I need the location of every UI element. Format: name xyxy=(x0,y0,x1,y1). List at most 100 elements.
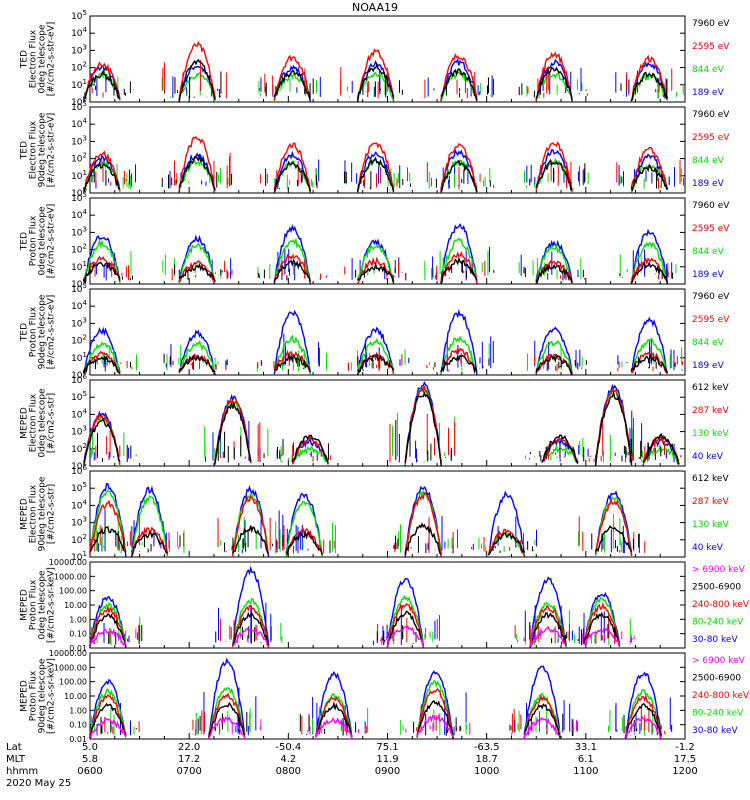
series-4 xyxy=(83,154,682,193)
legend-entry: 844 eV xyxy=(692,338,725,348)
legend-entry: 2500-6900 xyxy=(692,674,741,684)
series-pass xyxy=(356,156,395,192)
series-pass xyxy=(89,499,127,556)
y-tick-label: 103 xyxy=(71,425,87,438)
series-pass xyxy=(273,150,311,193)
series-pass xyxy=(285,500,323,557)
series-pass xyxy=(273,224,311,284)
y-tick-label: 103 xyxy=(71,43,87,56)
y-tick-label: 104 xyxy=(71,407,87,420)
series-pass xyxy=(178,58,216,103)
series-pass xyxy=(83,238,121,285)
panel-frame xyxy=(89,106,686,194)
series-pass xyxy=(535,263,573,284)
series-pass xyxy=(89,718,127,739)
series-pass xyxy=(285,530,323,556)
legend-entry: > 6900 keV xyxy=(692,656,746,666)
y-tick-label: 104 xyxy=(71,498,87,511)
y-tick-label: 100.00 xyxy=(59,678,87,687)
series-2 xyxy=(89,594,633,649)
y-axis-label: TEDElectron Flux90deg telescope[#/cm2-s-… xyxy=(20,112,57,187)
series-2 xyxy=(89,489,633,557)
panel-8: 0.01 0.10 1.00 10.00 100.00 1000.00 10000.00ME… xyxy=(20,649,750,744)
series-pass xyxy=(404,485,442,558)
series-pass xyxy=(232,525,270,555)
date-label: 2020 May 25 xyxy=(6,778,71,789)
y-tick-label: 102 xyxy=(71,61,87,74)
bottom-hhmm-label: 0600 xyxy=(77,766,102,777)
series-pass xyxy=(404,491,442,557)
series-pass xyxy=(416,713,454,738)
series-4 xyxy=(89,699,673,740)
bottom-hhmm-label: 0800 xyxy=(276,766,301,777)
series-pass xyxy=(630,228,668,283)
y-axis-label: MEPEDElectron Flux90deg telescope[#/cm2-… xyxy=(20,476,57,551)
series-pass xyxy=(83,261,121,285)
legend-entry: 7960 eV xyxy=(692,292,730,302)
legend-entry: 240-800 keV xyxy=(692,691,750,701)
series-pass xyxy=(440,53,478,102)
series-3 xyxy=(89,491,646,557)
series-pass xyxy=(232,494,270,557)
legend-entry: > 6900 keV xyxy=(692,565,746,575)
y-tick-label: 101 xyxy=(71,169,87,182)
series-pass xyxy=(232,565,270,647)
bottom-lat-label: 5.0 xyxy=(82,742,98,753)
series-pass xyxy=(232,604,270,648)
series-pass xyxy=(89,688,127,738)
y-tick-label: 104 xyxy=(71,117,87,130)
legend-entry: 130 keV xyxy=(692,520,729,530)
series-3 xyxy=(83,346,683,375)
legend-entry: 2595 eV xyxy=(692,42,730,52)
series-5 xyxy=(89,713,663,740)
y-tick-label: 10000.00 xyxy=(49,649,87,658)
y-tick-label: 100.00 xyxy=(59,587,87,596)
series-pass xyxy=(273,160,311,193)
series-2 xyxy=(83,69,684,103)
series-pass xyxy=(356,151,395,193)
y-tick-label: 102 xyxy=(71,442,87,455)
legend-entry: 7960 eV xyxy=(692,201,730,211)
y-tick-label: 103 xyxy=(71,516,87,529)
series-pass xyxy=(386,577,425,649)
series-pass xyxy=(130,495,169,555)
series-pass xyxy=(386,603,425,649)
series-pass xyxy=(131,526,169,556)
series-pass xyxy=(357,261,395,284)
series-2 xyxy=(89,680,663,740)
series-pass xyxy=(273,142,311,193)
series-pass xyxy=(488,528,526,557)
series-pass xyxy=(523,703,561,739)
panel-frame xyxy=(89,652,686,740)
series-pass xyxy=(404,391,442,466)
series-3 xyxy=(89,687,667,740)
legend-entry: 612 keV xyxy=(692,474,729,484)
series-1 xyxy=(89,482,640,558)
series-pass xyxy=(356,244,395,284)
series-pass xyxy=(404,522,442,556)
y-tick-label: 0.10 xyxy=(69,721,87,730)
legend-entry: 7960 eV xyxy=(692,19,730,29)
bottom-mlt-label: 6.1 xyxy=(578,754,594,765)
legend-entry: 844 eV xyxy=(692,247,725,257)
series-pass xyxy=(523,694,561,740)
series-pass xyxy=(487,532,526,556)
panel-frame xyxy=(89,470,686,558)
series-pass xyxy=(315,696,353,737)
series-pass xyxy=(416,699,454,740)
series-pass xyxy=(178,136,216,192)
series-4 xyxy=(83,353,676,375)
series-pass xyxy=(208,692,246,739)
series-pass xyxy=(273,54,311,101)
series-pass xyxy=(440,354,478,374)
series-pass xyxy=(178,260,216,283)
series-pass xyxy=(273,309,311,375)
legend-entry: 189 eV xyxy=(692,270,725,280)
series-pass xyxy=(440,256,478,285)
y-tick-label: 104 xyxy=(71,208,87,221)
series-pass xyxy=(630,353,668,374)
series-pass xyxy=(535,340,573,373)
series-pass xyxy=(232,627,269,647)
series-pass xyxy=(273,237,311,282)
